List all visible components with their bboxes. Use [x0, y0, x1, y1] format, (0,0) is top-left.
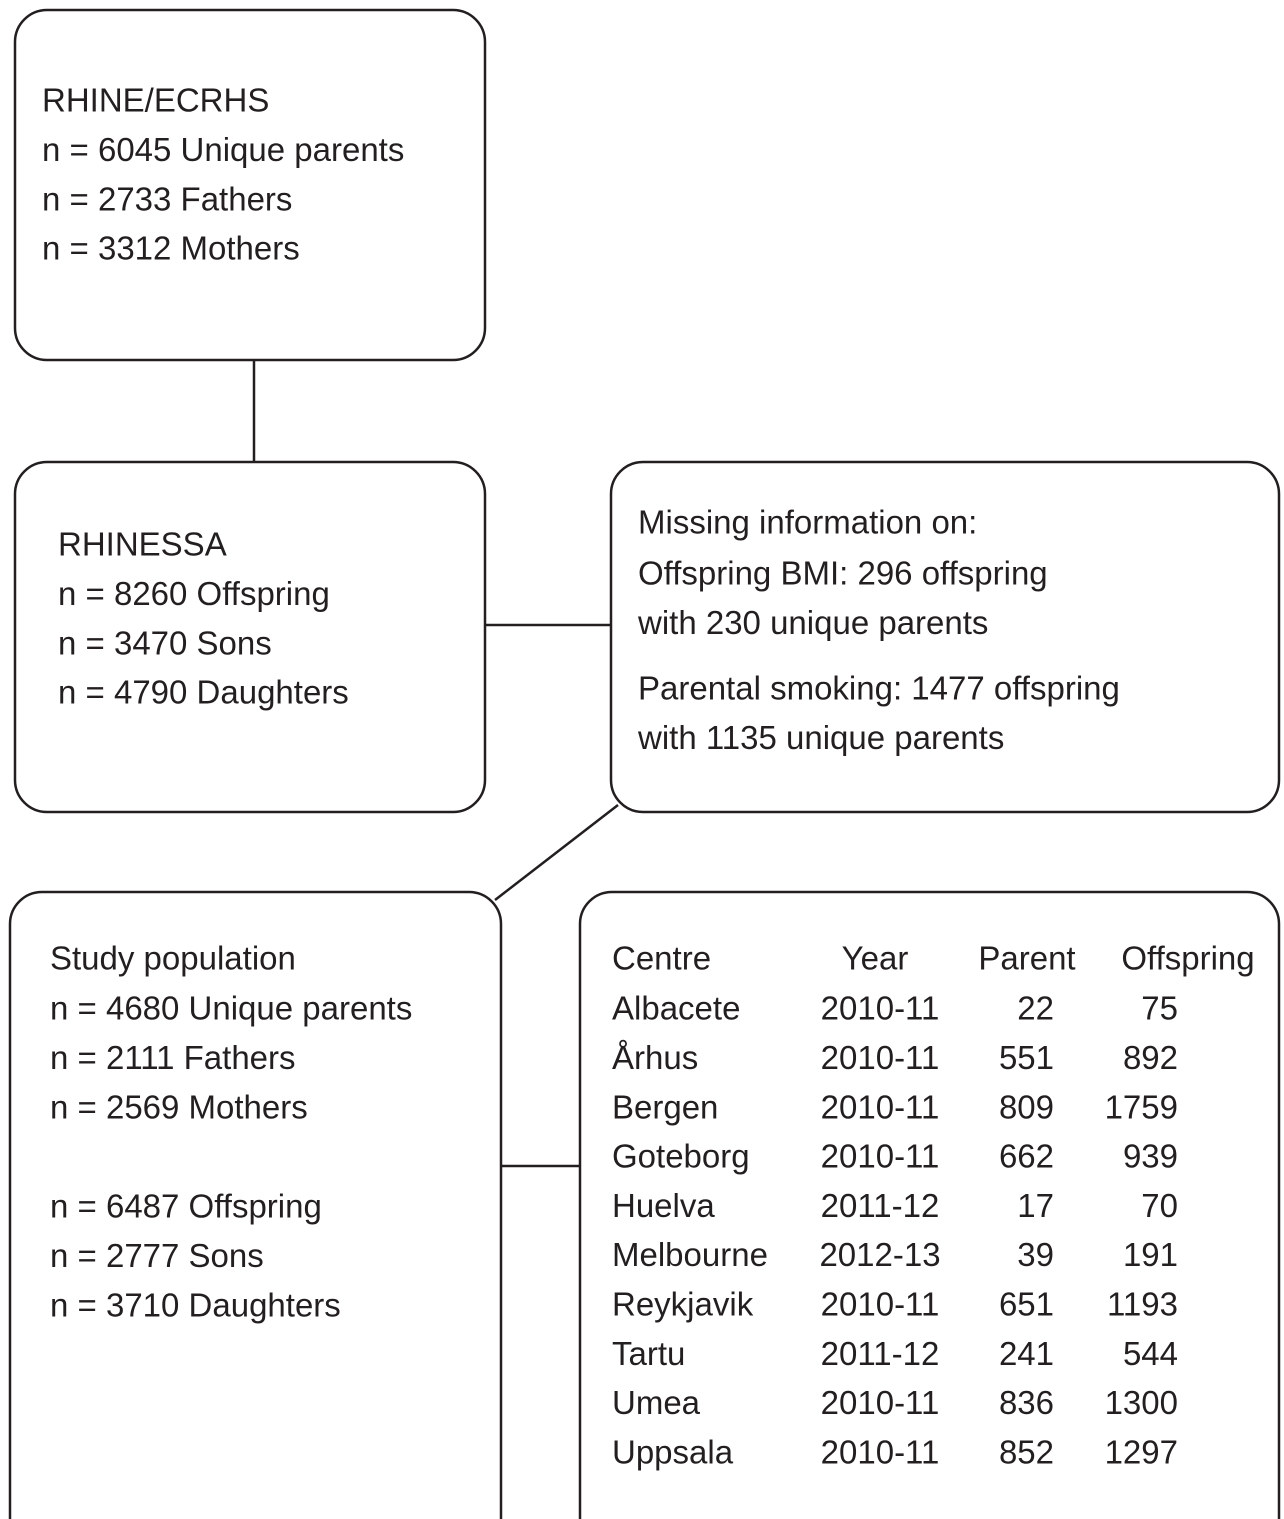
study-box [8, 890, 503, 1519]
table-cell: 2010-11 [821, 1384, 940, 1421]
table-cell: 2010-11 [821, 1433, 940, 1470]
study-title: Study population [50, 940, 296, 977]
table-cell: 836 [999, 1384, 1054, 1421]
table-cell: 1759 [1105, 1088, 1178, 1125]
table-cell: 1297 [1105, 1433, 1178, 1470]
missing-line: with 230 unique parents [637, 604, 988, 641]
table-cell: 2010-11 [821, 1286, 940, 1323]
table-cell: 1193 [1107, 1286, 1178, 1323]
rhinessa-line: RHINESSA [58, 526, 227, 563]
table-cell: 551 [999, 1039, 1054, 1076]
centre-box [578, 890, 1281, 1519]
table-header: Offspring [1121, 940, 1254, 977]
table-cell: 892 [1123, 1039, 1178, 1076]
study-line: n = 4680 Unique parents [50, 990, 412, 1027]
study-line: n = 2569 Mothers [50, 1089, 308, 1126]
table-cell: 2010-11 [821, 1088, 940, 1125]
cohort-box [13, 8, 487, 362]
table-cell: Albacete [612, 990, 740, 1027]
table-cell: Århus [612, 1039, 698, 1076]
table-cell: Goteborg [612, 1138, 750, 1175]
rhinessa-line: n = 3470 Sons [58, 624, 272, 661]
missing-heading: Missing information on: [638, 504, 977, 541]
table-cell: 2012-13 [819, 1236, 940, 1273]
table-header: Year [842, 940, 909, 977]
table-cell: 2011-12 [821, 1187, 940, 1224]
cohort-line: n = 2733 Fathers [42, 180, 292, 217]
table-cell: 662 [999, 1138, 1054, 1175]
table-cell: Tartu [612, 1335, 685, 1372]
table-header: Centre [612, 940, 711, 977]
cohort-line: n = 3312 Mothers [42, 230, 300, 267]
table-cell: 852 [999, 1433, 1054, 1470]
table-cell: 17 [1017, 1187, 1054, 1224]
table-cell: 2011-12 [821, 1335, 940, 1372]
table-cell: 39 [1017, 1236, 1054, 1273]
table-cell: 544 [1123, 1335, 1178, 1372]
study-line: n = 2111 Fathers [50, 1039, 296, 1076]
texts: RHINE/ECRHS n = 6045 Unique parents n = 27… [42, 82, 1255, 1471]
rhinessa-line: n = 8260 Offspring [58, 575, 330, 612]
table-cell: 22 [1017, 990, 1054, 1027]
table-cell: 241 [999, 1335, 1054, 1372]
table-cell: 2010-11 [821, 1039, 940, 1076]
rhinessa-box [13, 460, 487, 814]
missing-line: Parental smoking: 1477 offspring [638, 670, 1120, 707]
table-cell: Huelva [612, 1187, 715, 1224]
study-line: n = 3710 Daughters [50, 1286, 341, 1323]
connector [494, 804, 619, 901]
table-cell: 939 [1123, 1138, 1178, 1175]
rhinessa-line: n = 4790 Daughters [58, 674, 349, 711]
table-cell: Reykjavik [612, 1286, 754, 1323]
missing-line: Offspring BMI: 296 offspring [638, 555, 1048, 592]
study-line: n = 2777 Sons [50, 1237, 264, 1274]
table-header: Parent [978, 940, 1075, 977]
table-cell: 75 [1141, 990, 1178, 1027]
cohort-line: n = 6045 Unique parents [42, 131, 404, 168]
table-cell: 1300 [1105, 1384, 1178, 1421]
table-cell: 70 [1141, 1187, 1178, 1224]
table-cell: Bergen [612, 1088, 718, 1125]
table-cell: 809 [999, 1088, 1054, 1125]
table-cell: 2010-11 [821, 990, 940, 1027]
table-cell: 191 [1123, 1236, 1178, 1273]
table-cell: Uppsala [612, 1433, 734, 1470]
study-line: n = 6487 Offspring [50, 1188, 322, 1225]
table-cell: 2010-11 [821, 1138, 940, 1175]
table-cell: 651 [999, 1286, 1054, 1323]
table-cell: Umea [612, 1384, 701, 1421]
missing-line: with 1135 unique parents [637, 719, 1004, 756]
cohort-line: RHINE/ECRHS [42, 82, 269, 119]
missing-box [609, 460, 1281, 814]
table-cell: Melbourne [612, 1236, 768, 1273]
